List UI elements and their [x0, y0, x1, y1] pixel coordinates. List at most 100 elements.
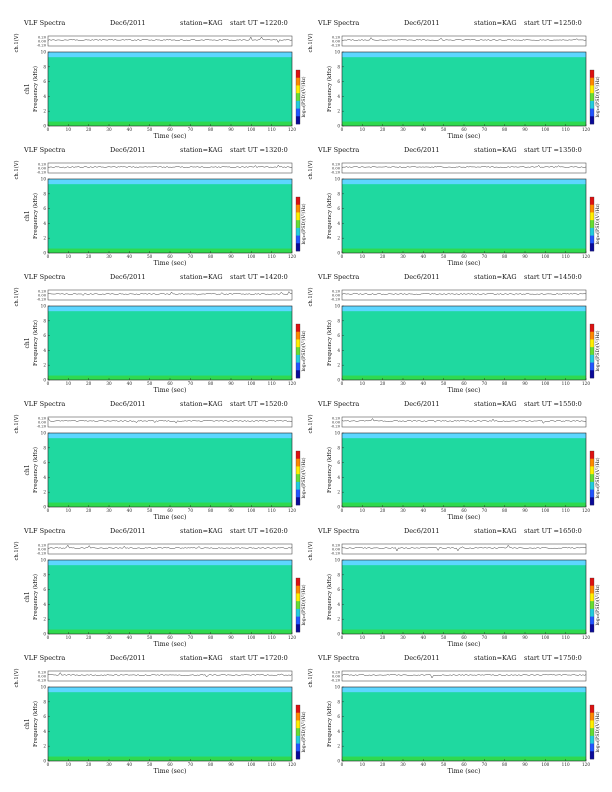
colorbar-segment: [590, 227, 594, 236]
colorbar-segment: [590, 220, 594, 229]
colorbar-segment: [296, 100, 300, 109]
colorbar-segment: [590, 197, 594, 206]
waveform-axis-label: ch.1(V): [307, 34, 314, 53]
x-tick-label: 80: [208, 381, 214, 386]
x-tick-label: 40: [127, 127, 133, 132]
spectrogram-upper-band: [342, 179, 586, 185]
colorbar-frame: [295, 323, 301, 379]
colorbar-segment: [296, 197, 300, 206]
x-tick-label: 60: [167, 127, 173, 132]
waveform-tick-label: 0.20: [332, 162, 341, 166]
x-tick-label: 70: [482, 127, 488, 132]
colorbar-segment: [590, 70, 594, 79]
panel-date: Dec6/2011: [110, 146, 146, 154]
colorbar-label: log₁₀(PSD)(V²/Hz): [594, 76, 601, 117]
panel-date: Dec6/2011: [110, 19, 146, 27]
panel-station: station=KAG: [474, 273, 517, 281]
channel-label: ch1: [24, 83, 31, 94]
waveform-tick-label: -0.20: [331, 297, 341, 301]
colorbar-label: log₁₀(PSD)(V²/Hz): [300, 76, 307, 117]
waveform-tick-label: -0.20: [331, 43, 341, 47]
spectrogram-upper-band: [48, 52, 292, 58]
x-axis-label: Time (sec): [448, 260, 481, 267]
colorbar-frame: [295, 69, 301, 125]
x-tick-label: 90: [228, 127, 234, 132]
panel-start-time: start UT =1250:0: [524, 19, 582, 27]
spectrogram: [47, 305, 293, 381]
y-tick-label: 6: [43, 333, 46, 338]
x-tick-label: 20: [86, 381, 92, 386]
x-tick-label: 60: [461, 127, 467, 132]
colorbar-segment: [590, 77, 594, 86]
panel-station: station=KAG: [474, 146, 517, 154]
axes: 0 10 20 30 40 50 60 70 80 90 100 110 120 0 2 4 6 8 10 Time …: [24, 50, 296, 141]
spectrogram-upper-band: [48, 306, 292, 312]
x-axis-label: Time (sec): [154, 387, 187, 394]
x-tick-label: 90: [522, 127, 528, 132]
x-tick-label: 110: [562, 254, 570, 259]
y-tick-label: 2: [337, 236, 340, 241]
y-tick-label: 0: [337, 124, 340, 129]
colorbar-segment: [296, 324, 300, 333]
colorbar-segment: [590, 243, 594, 252]
colorbar-segment: [296, 116, 300, 125]
spectrogram: [341, 178, 587, 254]
colorbar-frame: [589, 69, 595, 125]
axes: 0 10 20 30 40 50 60 70 80 90 100 110 120 0 2 4 6 8 10 Time …: [326, 177, 590, 268]
y-tick-label: 6: [43, 79, 46, 84]
x-tick-label: 0: [341, 254, 344, 259]
colorbar: log₁₀(PSD)(V²/Hz): [295, 196, 307, 252]
x-tick-label: 60: [167, 254, 173, 259]
panel-title-row: VLF Spectra Dec6/2011 station=KAG start …: [12, 18, 302, 28]
y-tick-label: 4: [337, 221, 340, 226]
colorbar-segment: [296, 212, 300, 221]
waveform-frame: [47, 289, 293, 301]
y-tick-label: 8: [337, 64, 340, 69]
spectrogram-upper-band: [48, 179, 292, 185]
y-tick-label: 2: [43, 236, 46, 241]
colorbar: log₁₀(PSD)(V²/Hz): [295, 69, 307, 125]
colorbar-segment: [590, 100, 594, 109]
colorbar-segment: [296, 227, 300, 236]
y-axis-label: Frequency (kHz): [32, 66, 39, 112]
x-tick-label: 10: [66, 254, 72, 259]
x-axis-label: Time (sec): [154, 133, 187, 140]
x-tick-label: 10: [360, 127, 366, 132]
panel-start-time: start UT =1320:0: [230, 146, 288, 154]
waveform-strip: 0.200.00-0.20 ch.1(V): [307, 34, 587, 53]
x-tick-label: 60: [167, 381, 173, 386]
x-tick-label: 70: [188, 381, 194, 386]
axes: 0 10 20 30 40 50 60 70 80 90 100 110 120 0 2 4 6 8 10 Time …: [24, 304, 296, 395]
waveform-frame: [341, 162, 587, 174]
waveform-axis-label: ch.1(V): [13, 34, 20, 53]
x-tick-label: 110: [268, 254, 276, 259]
spectrogram-background: [342, 179, 586, 253]
colorbar-segment: [296, 108, 300, 117]
x-tick-label: 10: [66, 127, 72, 132]
spectra-panel-6: VLF Spectra Dec6/2011 station=KAG start …: [306, 272, 601, 399]
y-tick-label: 8: [43, 318, 46, 323]
spectrogram-background: [342, 52, 586, 126]
x-axis-label: Time (sec): [448, 133, 481, 140]
x-tick-label: 30: [106, 127, 112, 132]
waveform-trace: [341, 292, 587, 296]
waveform-trace: [341, 165, 587, 168]
panel-title: VLF Spectra: [318, 19, 360, 27]
x-tick-label: 70: [188, 127, 194, 132]
waveform-axis-label: ch.1(V): [13, 161, 20, 180]
panel-date: Dec6/2011: [404, 19, 440, 27]
spectrogram-background: [48, 52, 292, 126]
panel-start-time: start UT =1420:0: [230, 273, 288, 281]
colorbar-segment: [296, 339, 300, 348]
colorbar-segment: [296, 93, 300, 102]
axes: 0 10 20 30 40 50 60 70 80 90 100 110 120 0 2 4 6 8 10 Time …: [326, 50, 590, 141]
panel-start-time: start UT =1450:0: [524, 273, 582, 281]
waveform-trace: [47, 291, 293, 296]
colorbar-segment: [590, 235, 594, 244]
waveform-frame: [47, 35, 293, 47]
x-tick-label: 90: [228, 254, 234, 259]
colorbar-segment: [296, 77, 300, 86]
waveform-tick-label: 0.00: [38, 39, 47, 43]
spectrogram-low-band: [342, 248, 586, 253]
x-tick-label: 40: [421, 127, 427, 132]
